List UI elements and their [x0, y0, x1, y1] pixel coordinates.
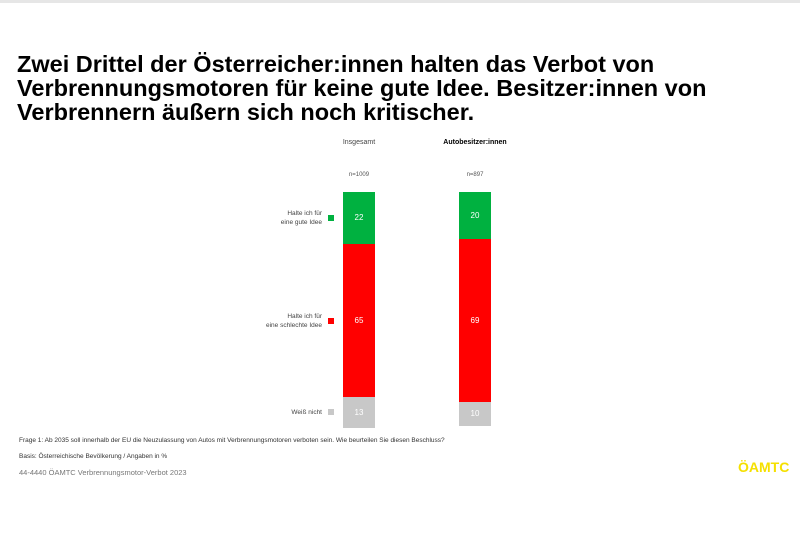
legend-label: Halte ich für eine schlechte Idee [265, 312, 322, 329]
bar-segment [459, 239, 491, 403]
question-note: Frage 1: Ab 2035 soll innerhalb der EU d… [19, 437, 445, 444]
data-label: 65 [354, 315, 364, 325]
oeamtc-logo: ÖAMTC [738, 459, 790, 475]
legend-label: Weiß nicht [291, 408, 322, 416]
bar-segment [343, 397, 375, 428]
legend-swatch [328, 214, 334, 221]
top-border [0, 0, 800, 3]
page-title: Zwei Drittel der Österreicher:innen halt… [17, 51, 707, 125]
bar-segment [343, 243, 375, 398]
bar-segment [459, 402, 491, 426]
data-label: 13 [354, 407, 364, 417]
legend-swatch [328, 317, 334, 324]
data-label: 69 [470, 315, 480, 325]
legend-item: Weiß nicht [291, 408, 334, 417]
category-label: Autobesitzer:innen [443, 139, 507, 146]
sample-size-label: n=1009 [348, 172, 370, 178]
data-label: 10 [470, 408, 480, 418]
legend-item: Halte ich für eine gute Idee [281, 209, 334, 227]
bar-segment [343, 192, 375, 244]
data-label: 20 [470, 210, 480, 220]
data-label: 22 [354, 212, 364, 222]
bar-segment [459, 192, 491, 240]
category-label: Insgesamt [342, 139, 376, 146]
legend-label: Halte ich für eine gute Idee [280, 209, 322, 226]
legend-swatch [328, 409, 334, 416]
legend-item: Halte ich für eine schlechte Idee [266, 312, 334, 330]
sample-size-label: n=897 [466, 172, 484, 178]
basis-note: Basis: Österreichische Bevölkerung / Ang… [19, 453, 168, 460]
source-note: 44-4440 ÖAMTC Verbrennungsmotor-Verbot 2… [19, 468, 187, 477]
